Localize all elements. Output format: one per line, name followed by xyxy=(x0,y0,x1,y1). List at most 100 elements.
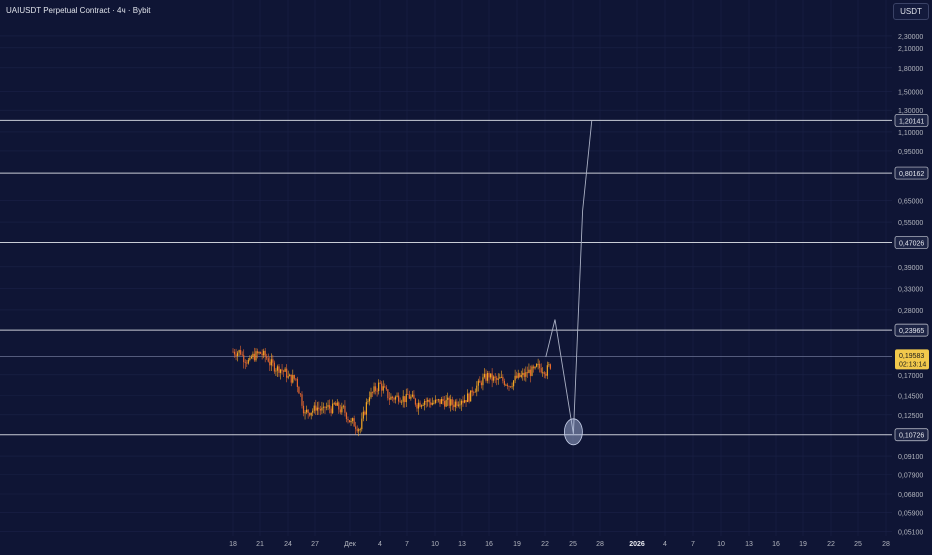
candle-body xyxy=(523,372,525,377)
horizontal-levels[interactable] xyxy=(0,119,892,436)
y-tick-label: 0,05900 xyxy=(898,510,923,517)
x-tick-label: 22 xyxy=(827,541,835,548)
candle-body xyxy=(491,373,493,381)
candle-body xyxy=(324,406,326,408)
candle-body xyxy=(338,402,340,410)
candle-body xyxy=(293,374,295,379)
candle-body xyxy=(526,372,528,374)
candle-body xyxy=(459,404,461,406)
candle-body xyxy=(252,353,254,357)
symbol-title: UAIUSDT Perpetual Contract · 4ч · Bybit xyxy=(6,6,151,15)
candle-body xyxy=(298,386,300,394)
level-price-tag[interactable] xyxy=(894,166,929,180)
candle-body xyxy=(407,394,409,395)
candle-body xyxy=(292,374,294,383)
candle-body xyxy=(413,394,415,399)
currency-button[interactable]: USDT xyxy=(893,3,929,20)
candle-body xyxy=(428,399,430,403)
candle-body xyxy=(328,405,331,409)
candle-body xyxy=(373,386,375,393)
x-tick-label: 16 xyxy=(485,541,493,548)
y-tick-label: 1,80000 xyxy=(898,66,923,73)
y-tick-label: 1,30000 xyxy=(898,108,923,115)
candle-body xyxy=(463,400,466,403)
x-tick-label: 19 xyxy=(513,541,521,548)
time-axis[interactable]: 18 21 24 27 Дек 4 7 10 13 16 19 22 25 28 2026 4 7 10 13 16 1… xyxy=(0,536,932,550)
x-tick-label: 4 xyxy=(378,541,382,548)
candle-body xyxy=(549,364,551,369)
x-tick-label: 18 xyxy=(229,541,237,548)
y-tick-label: 0,07900 xyxy=(898,472,923,479)
candle-body xyxy=(270,359,272,366)
x-tick-label: 24 xyxy=(284,541,292,548)
candle-body xyxy=(390,396,392,400)
candle-body xyxy=(339,409,341,413)
level-price-tag[interactable] xyxy=(894,236,929,249)
candle-body xyxy=(460,400,463,405)
projection-path[interactable] xyxy=(545,120,593,434)
candle-body xyxy=(465,400,467,403)
candle-body xyxy=(416,404,418,409)
candle-body xyxy=(376,390,378,392)
candle-body xyxy=(356,428,358,432)
x-tick-label: 16 xyxy=(772,541,780,548)
candle-body xyxy=(408,394,410,399)
candle-body xyxy=(462,400,464,403)
candle-body xyxy=(431,402,433,405)
candle-body xyxy=(365,402,367,415)
candle-body xyxy=(312,410,314,413)
candle-body xyxy=(457,404,459,406)
target-zone-marker[interactable] xyxy=(564,418,583,446)
level-price-label: 0,80162 xyxy=(899,171,924,178)
price-axis[interactable]: 2,30000 2,10000 1,80000 1,50000 1,30000 1,100… xyxy=(892,0,932,550)
candle-body xyxy=(425,400,427,402)
level-price-tag[interactable] xyxy=(894,428,929,442)
candle-body xyxy=(477,380,479,386)
candle-body xyxy=(543,372,545,375)
candle-body xyxy=(485,373,487,381)
candle-body xyxy=(405,394,407,403)
candle-body xyxy=(411,394,413,397)
candle-body xyxy=(505,384,507,386)
y-tick-label: 0,33000 xyxy=(898,287,923,294)
candle-body xyxy=(258,352,260,354)
candle-body xyxy=(243,355,245,363)
candle-body xyxy=(506,384,509,387)
candle-body xyxy=(319,409,321,411)
level-price-tag[interactable] xyxy=(894,323,929,337)
candle-body xyxy=(388,398,390,400)
current-price-tag xyxy=(895,349,929,370)
candle-body xyxy=(430,402,432,405)
y-tick-label: 0,55000 xyxy=(898,220,923,227)
candle-body xyxy=(295,378,297,380)
candle-body xyxy=(542,372,544,374)
candle-body xyxy=(514,375,516,381)
candle-body xyxy=(264,350,266,357)
candle-body xyxy=(299,393,302,395)
candle-body xyxy=(335,403,337,406)
level-price-tag[interactable] xyxy=(894,114,929,127)
candle-body xyxy=(517,373,519,378)
candle-body xyxy=(350,420,352,423)
x-tick-label: 28 xyxy=(596,541,604,548)
candle-body xyxy=(509,386,512,388)
candle-body xyxy=(310,412,312,416)
x-tick-label: 25 xyxy=(569,541,577,548)
candle-body xyxy=(241,354,243,356)
candle-body xyxy=(302,405,305,414)
candle-body xyxy=(266,356,268,359)
candle-body xyxy=(325,406,328,408)
candle-body xyxy=(536,364,538,367)
candle-body xyxy=(398,395,400,402)
candle-body xyxy=(240,350,242,355)
candle-body xyxy=(332,403,334,414)
candle-body xyxy=(355,426,357,429)
y-tick-label: 0,05100 xyxy=(898,529,923,536)
projection-drawing[interactable] xyxy=(545,120,593,446)
candle-body xyxy=(442,398,444,402)
candle-body xyxy=(420,405,423,407)
candle-body xyxy=(545,374,547,376)
candle-body xyxy=(322,406,325,408)
